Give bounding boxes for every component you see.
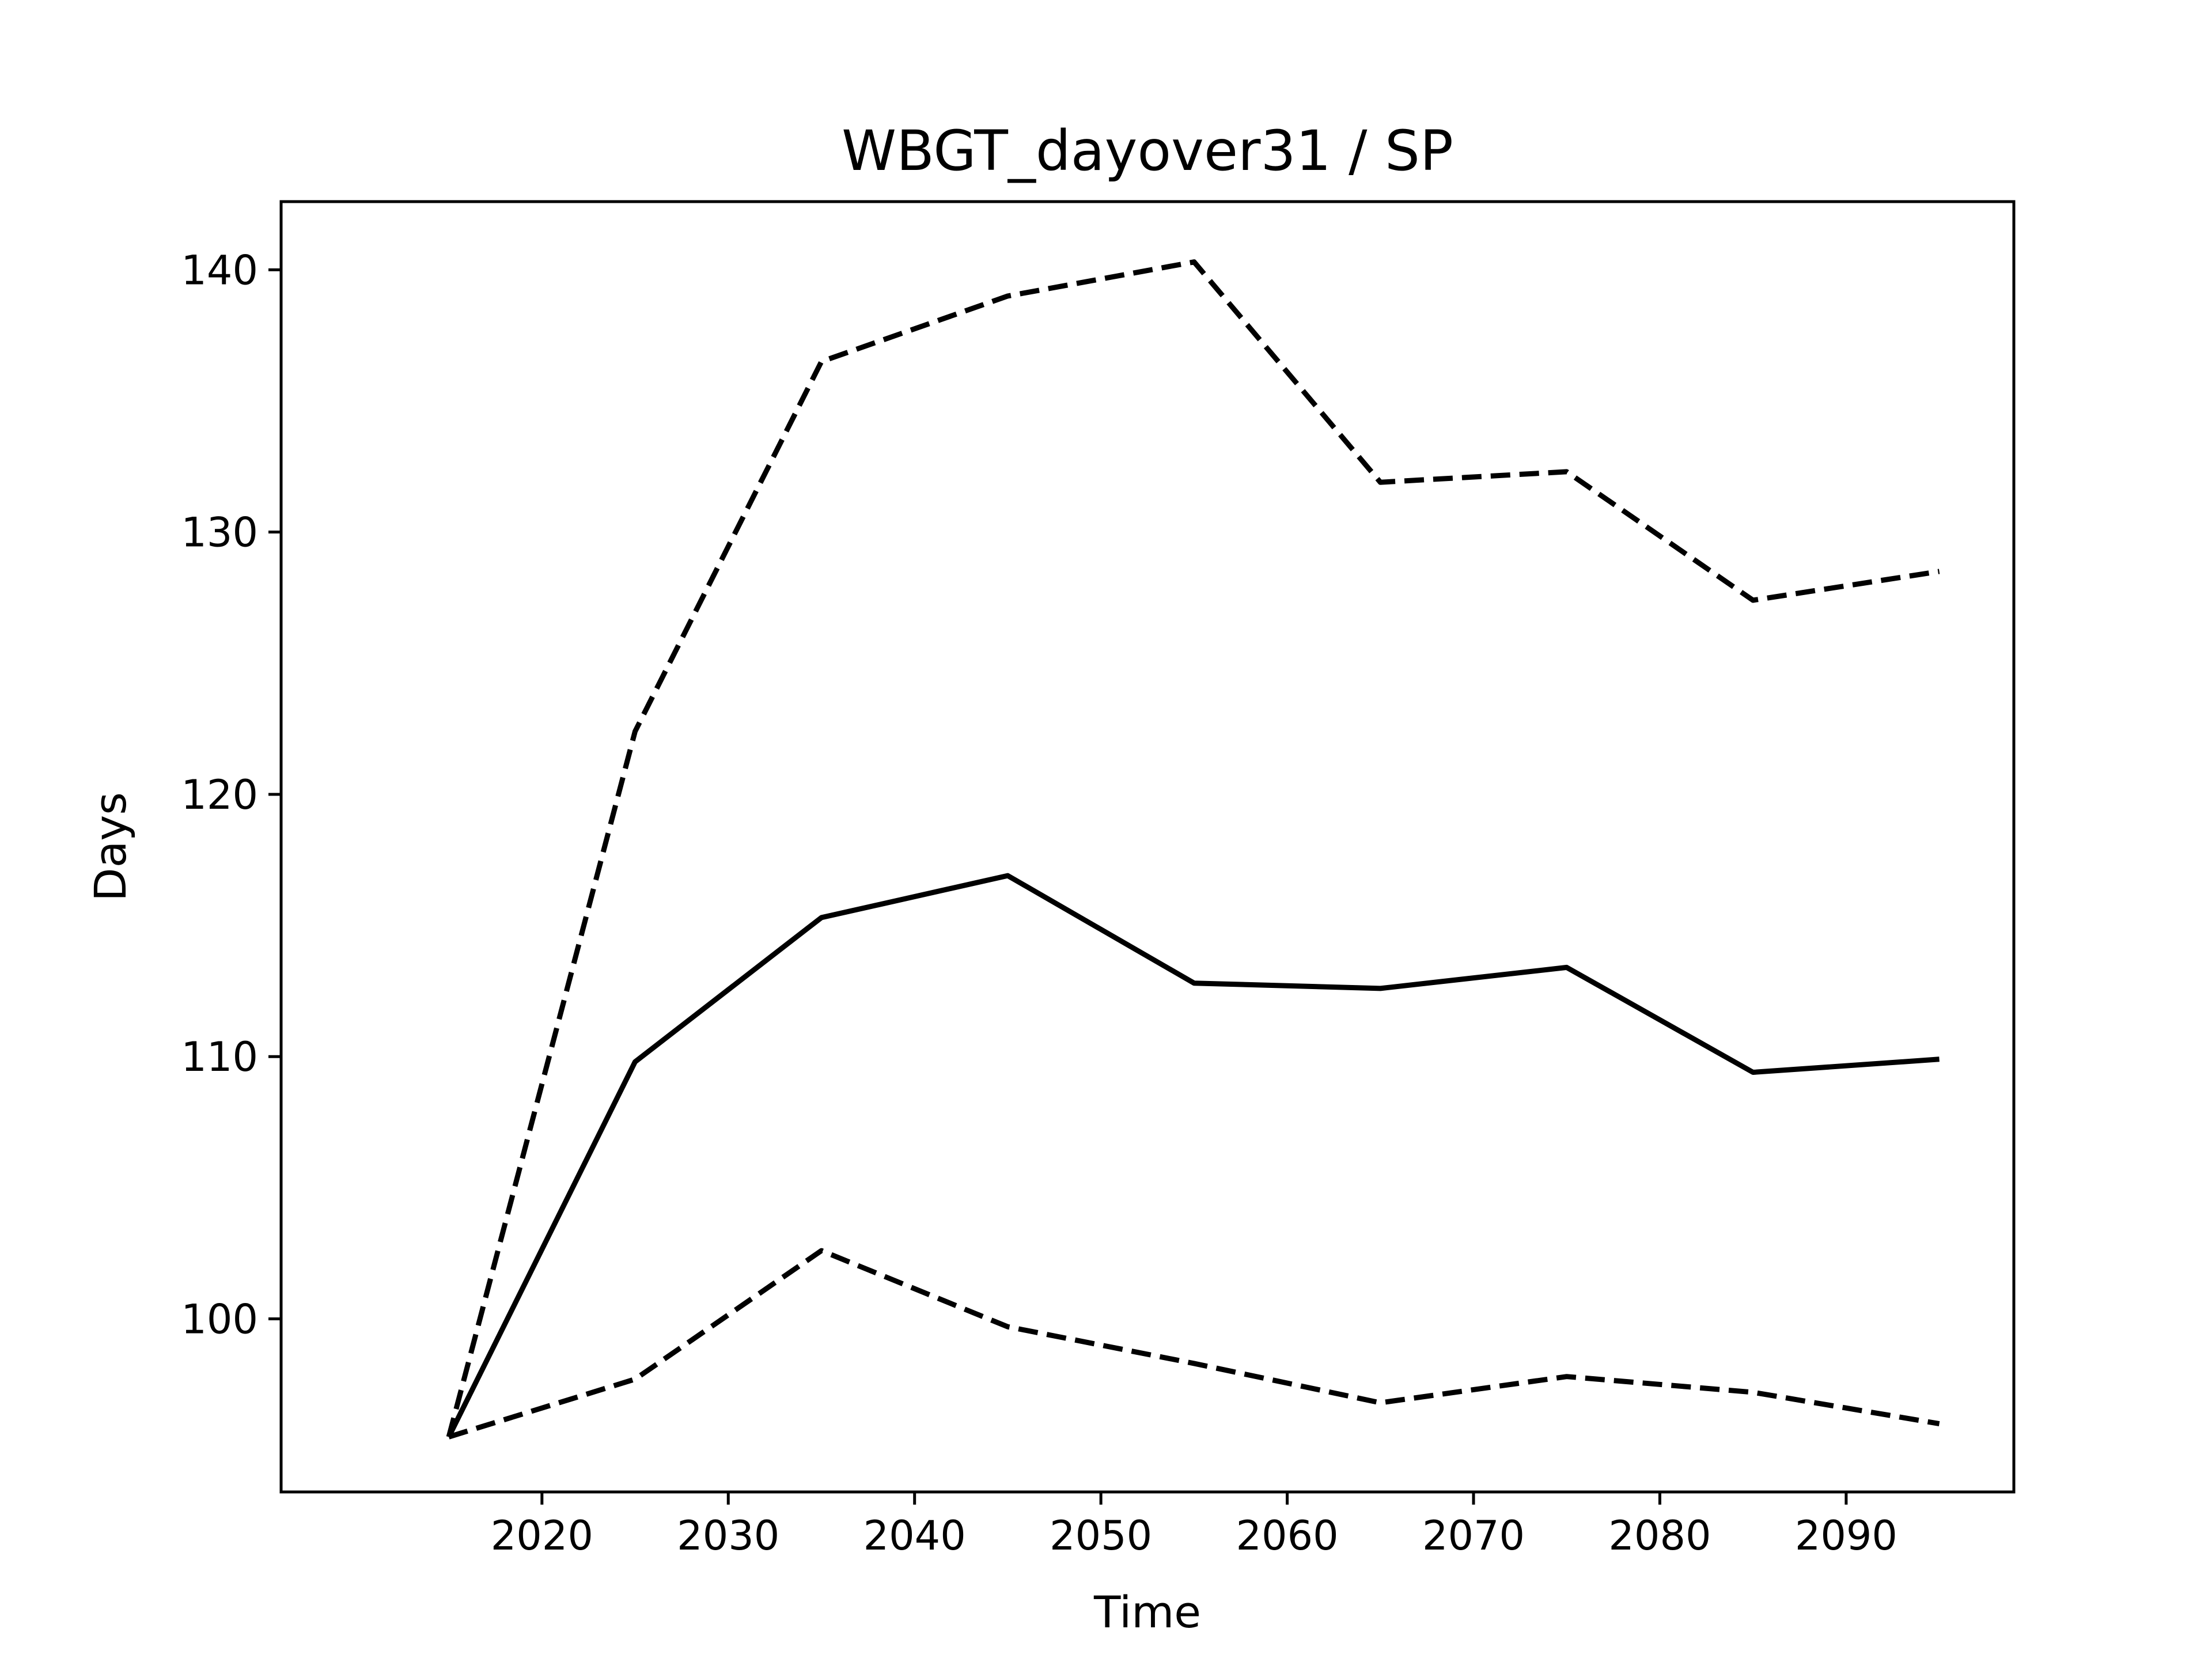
y-tick-label: 130	[181, 509, 258, 556]
series-line-3	[448, 1248, 1940, 1440]
x-tick-label: 2030	[677, 1512, 779, 1559]
x-tick-label: 2020	[491, 1512, 593, 1559]
x-tick-label: 2090	[1795, 1512, 1897, 1559]
x-tick-label: 2080	[1608, 1512, 1711, 1559]
x-tick-label: 2060	[1236, 1512, 1339, 1559]
chart-title: WBGT_dayover31 / SP	[842, 119, 1453, 183]
y-axis-ticks: 100 110 120 130 140	[181, 247, 281, 1343]
y-tick-label: 110	[181, 1033, 258, 1081]
x-tick-label: 2050	[1050, 1512, 1152, 1559]
y-tick-label: 100	[181, 1296, 258, 1343]
y-tick-label: 140	[181, 247, 258, 294]
series-layer	[446, 259, 1940, 1440]
x-axis-ticks: 2020 2030 2040 2050 2060 2070 2080 2090	[491, 1492, 1897, 1559]
x-tick-label: 2070	[1422, 1512, 1525, 1559]
x-axis-label: Time	[1093, 1586, 1201, 1638]
series-line-2	[446, 259, 1940, 1438]
plot-frame	[279, 200, 2016, 1494]
y-tick-label: 120	[181, 771, 258, 819]
series-line-1	[446, 873, 1940, 1438]
x-tick-label: 2040	[863, 1512, 966, 1559]
y-axis-label: Days	[85, 792, 136, 902]
